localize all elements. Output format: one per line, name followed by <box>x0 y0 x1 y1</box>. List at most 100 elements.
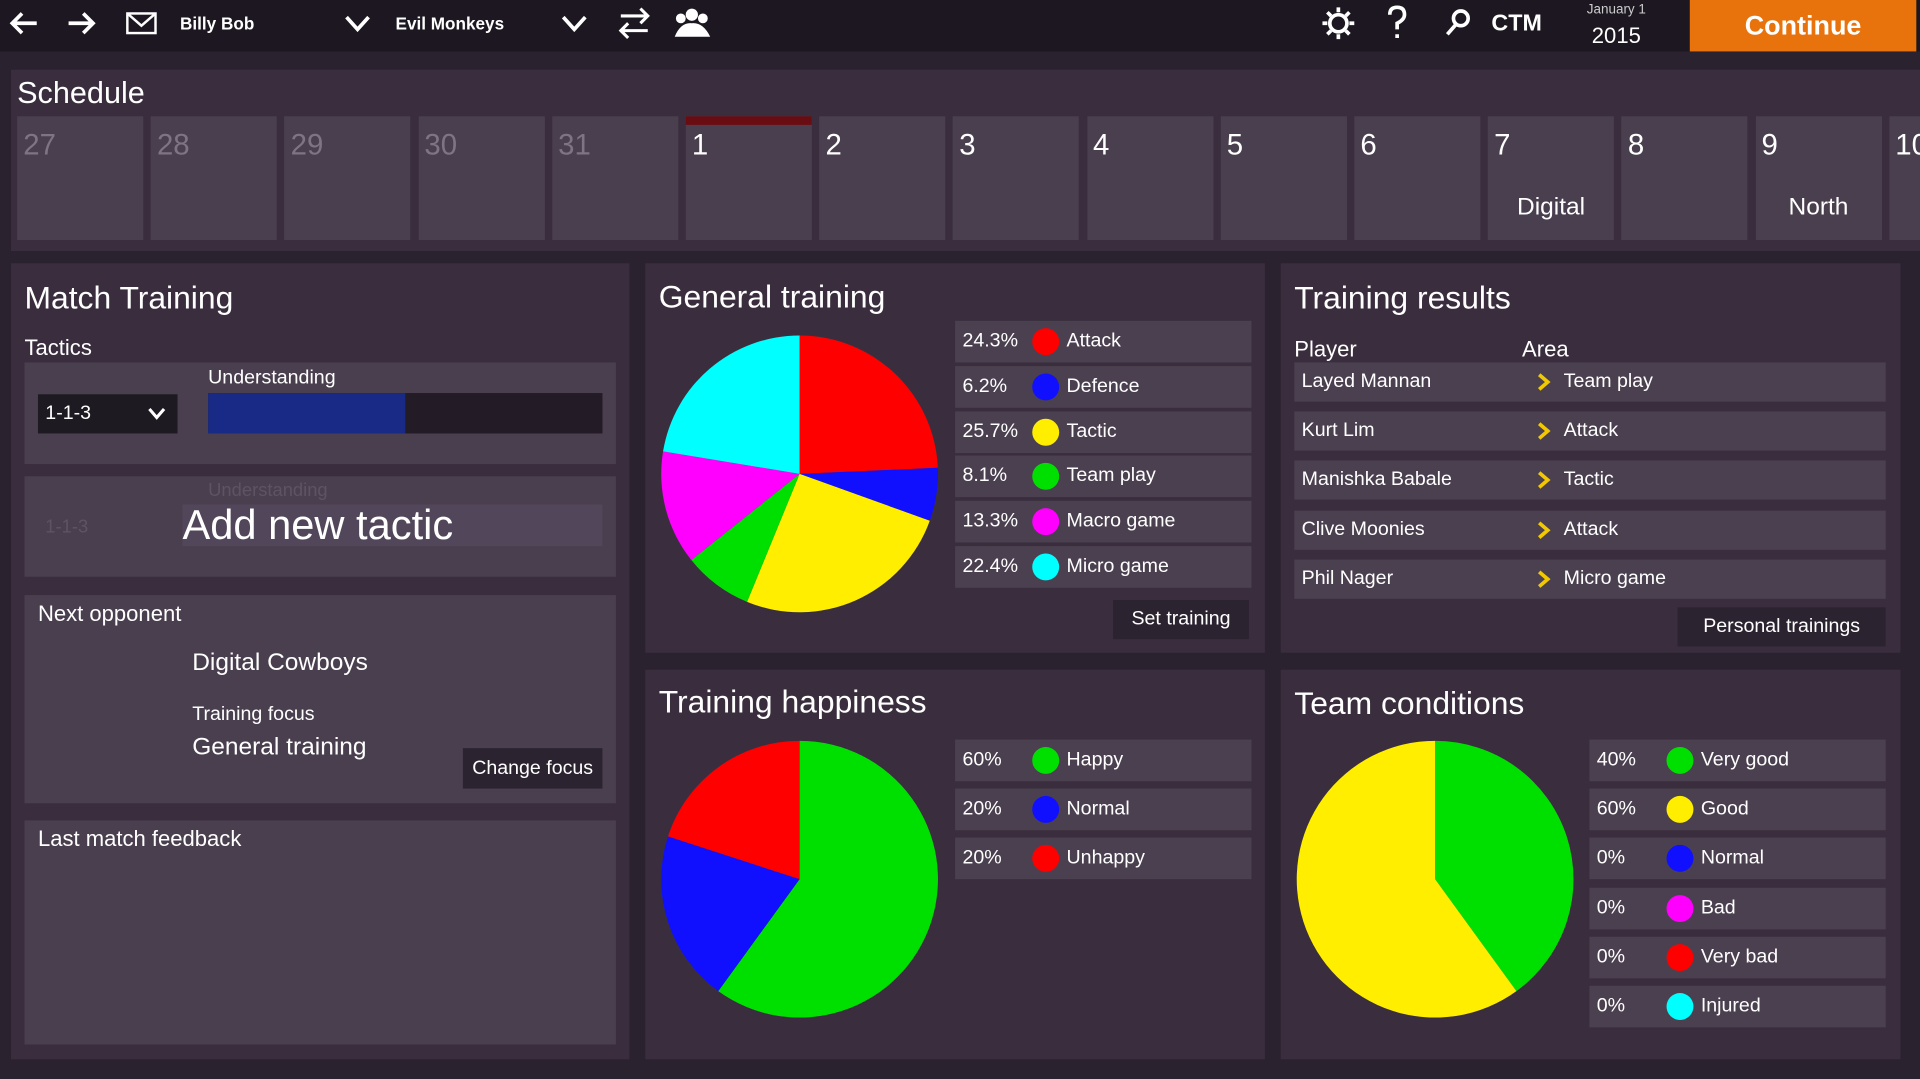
legend-swatch <box>1032 746 1060 774</box>
legend-label: Normal <box>1066 798 1130 820</box>
training-happiness-title: Training happiness <box>658 683 927 721</box>
player-name: Phil Nager <box>1301 567 1394 589</box>
legend-swatch <box>1032 463 1060 491</box>
continue-button[interactable]: Continue <box>1689 0 1917 52</box>
legend-swatch <box>1032 418 1060 446</box>
squad-button[interactable] <box>674 8 711 37</box>
training-area: Team play <box>1563 371 1653 392</box>
settings-button[interactable] <box>1322 7 1355 40</box>
legend-row: 20% Normal <box>955 788 1252 831</box>
day-number: 3 <box>959 128 976 162</box>
result-row: Kurt Lim Attack <box>1294 411 1886 451</box>
day-cell[interactable]: 2 <box>819 116 946 241</box>
understanding-fill <box>208 393 406 434</box>
change-focus-button[interactable]: Change focus <box>462 748 603 789</box>
legend-value: 0% <box>1596 897 1626 918</box>
manager-dropdown[interactable] <box>345 15 370 33</box>
day-event: Digital <box>1517 193 1586 221</box>
result-row: Clive Moonies Attack <box>1294 510 1886 550</box>
date-year: 2015 <box>1591 23 1641 48</box>
legend-row: 40% Very good <box>1589 739 1886 782</box>
understanding-label: Understanding <box>208 367 336 389</box>
mail-button[interactable] <box>126 12 157 35</box>
today-marker <box>685 116 812 125</box>
forward-button[interactable] <box>68 12 96 35</box>
legend-label: Very bad <box>1700 946 1779 968</box>
day-cell[interactable]: 8 <box>1621 116 1748 241</box>
schedule-title: Schedule <box>17 75 145 111</box>
legend-label: Macro game <box>1066 510 1176 532</box>
day-number: 1 <box>691 128 709 162</box>
search-button[interactable] <box>1445 9 1471 36</box>
legend-label: Very good <box>1700 749 1790 771</box>
legend-value: 6.2% <box>962 375 1008 397</box>
legend-label: Good <box>1700 798 1749 820</box>
day-cell[interactable]: 7 Digital <box>1487 116 1615 241</box>
add-tactic-button[interactable]: Add new tactic <box>182 502 454 549</box>
legend-value: 60% <box>1596 798 1636 820</box>
understanding-bar <box>208 393 603 434</box>
team-conditions-title: Team conditions <box>1294 684 1525 722</box>
legend-swatch <box>1666 943 1694 971</box>
day-cell[interactable]: 10 <box>1889 116 1920 241</box>
legend-row: 6.2% Defence <box>955 365 1252 408</box>
legend-row: 60% Good <box>1589 788 1886 831</box>
legend-label: Happy <box>1066 749 1124 771</box>
day-cell[interactable]: 6 <box>1354 116 1481 241</box>
legend-row: 22.4% Micro game <box>955 546 1252 588</box>
legend-value: 0% <box>1596 946 1626 968</box>
legend-label: Micro game <box>1066 555 1169 577</box>
player-name: Clive Moonies <box>1301 518 1425 540</box>
legend-label: Unhappy <box>1066 847 1145 869</box>
legend-swatch <box>1032 553 1060 581</box>
legend-row: 0% Injured <box>1589 985 1886 1028</box>
focus: General training <box>192 733 367 761</box>
day-cell[interactable]: 5 <box>1220 116 1347 241</box>
day-cell[interactable]: 30 <box>418 116 545 241</box>
match-training-title: Match Training <box>24 279 234 316</box>
help-button[interactable] <box>1387 5 1407 38</box>
swap-button[interactable] <box>618 7 650 40</box>
top-icons <box>9 5 1471 40</box>
general-training-title: General training <box>658 277 886 315</box>
legend-swatch <box>1032 508 1060 536</box>
chevron-path <box>1537 422 1551 440</box>
day-cell[interactable]: 4 <box>1086 116 1213 241</box>
day-cell[interactable]: 9 North <box>1755 116 1882 241</box>
legend-label: Team play <box>1066 465 1156 487</box>
chevron <box>1537 373 1551 391</box>
tactics-label: Tactics <box>24 335 92 361</box>
day-cell[interactable]: 29 <box>284 116 411 241</box>
back-button[interactable] <box>9 12 37 35</box>
chevron <box>1537 422 1551 440</box>
team-name[interactable]: Evil Monkeys <box>395 13 505 34</box>
day-number: 6 <box>1360 128 1377 162</box>
result-row: Phil Nager Micro game <box>1294 559 1886 599</box>
day-cell[interactable]: 3 <box>953 116 1080 241</box>
day-number: 9 <box>1761 128 1778 162</box>
legend-row: 25.7% Tactic <box>955 410 1252 453</box>
ctm-button[interactable]: CTM <box>1491 11 1542 37</box>
day-cell[interactable]: 1 <box>685 116 812 241</box>
day-number: 31 <box>558 128 591 162</box>
column-header: Player <box>1294 336 1357 362</box>
personal-trainings-button[interactable]: Personal trainings <box>1677 607 1886 647</box>
legend-row: 0% Normal <box>1589 838 1886 880</box>
chevron-path <box>1537 373 1551 391</box>
player-name: Kurt Lim <box>1301 420 1375 442</box>
training-results-title: Training results <box>1294 279 1511 316</box>
day-cell[interactable]: 31 <box>551 116 679 241</box>
player-name: Layed Mannan <box>1301 371 1432 392</box>
legend-label: Bad <box>1700 897 1736 918</box>
manager-name[interactable]: Billy Bob <box>180 13 255 34</box>
day-cell[interactable]: 28 <box>150 116 277 241</box>
legend-row: 13.3% Macro game <box>955 501 1252 543</box>
legend-value: 20% <box>962 798 1002 820</box>
day-number: 8 <box>1627 128 1645 162</box>
legend-swatch <box>1666 746 1694 774</box>
day-cell[interactable]: 27 <box>17 116 144 241</box>
set-training-button[interactable]: Set training <box>1113 600 1249 640</box>
team-dropdown[interactable] <box>561 15 587 33</box>
legend-label: Defence <box>1066 375 1140 397</box>
